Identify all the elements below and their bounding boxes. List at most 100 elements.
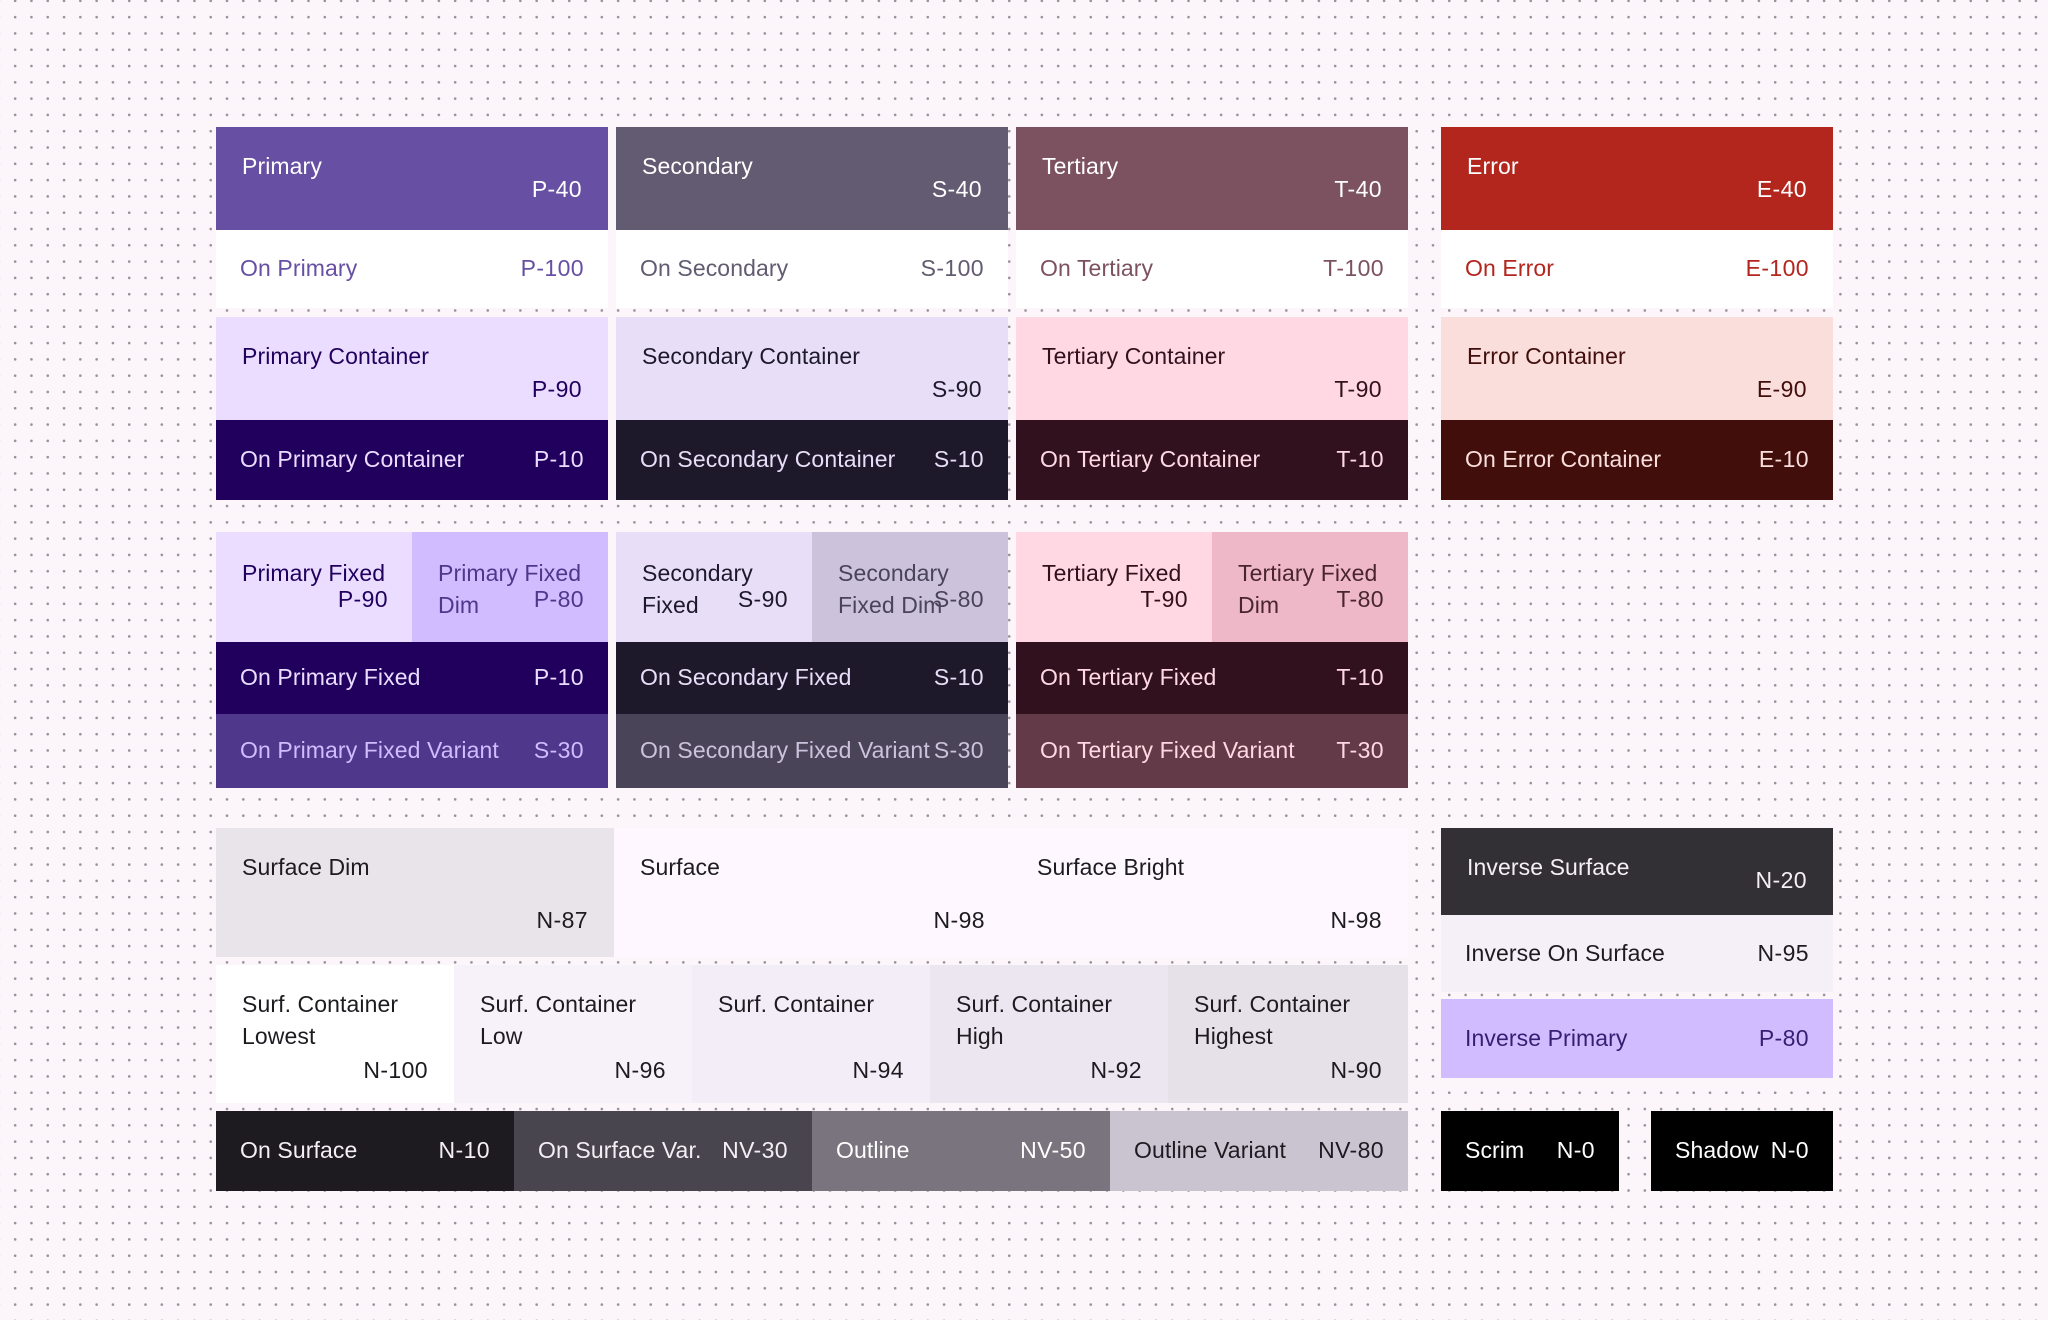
swatch-on-error-container: On Error Container E-10 xyxy=(1441,420,1833,500)
swatch-label: Tertiary xyxy=(1042,153,1119,179)
swatch-inverse-surface: Inverse Surface N-20 xyxy=(1441,828,1833,915)
swatch-shadow: Shadow N-0 xyxy=(1651,1111,1833,1191)
swatch-secondary-container: Secondary Container S-90 xyxy=(616,317,1008,420)
swatch-value: S-30 xyxy=(933,737,984,764)
swatch-label: Inverse Surface xyxy=(1467,854,1630,880)
swatch-label: Surface xyxy=(640,854,720,880)
swatch-value: T-40 xyxy=(1334,176,1382,203)
swatch-value: S-100 xyxy=(920,255,984,282)
swatch-value: S-10 xyxy=(933,664,984,691)
swatch-value: NV-50 xyxy=(1020,1137,1086,1164)
swatch-value: N-0 xyxy=(1556,1137,1595,1164)
swatch-label: Surf. Container Low xyxy=(480,991,637,1049)
swatch-value: T-10 xyxy=(1336,664,1384,691)
swatch-label: Tertiary Fixed Dim xyxy=(1238,560,1378,618)
swatch-label: On Error Container xyxy=(1465,446,1662,473)
swatch-label: Primary Fixed xyxy=(242,560,386,586)
swatch-value: P-80 xyxy=(1758,1024,1809,1051)
swatch-on-tertiary: On Tertiary T-100 xyxy=(1016,230,1408,308)
swatch-label: Secondary xyxy=(642,153,753,179)
swatch-label: On Primary Container xyxy=(240,446,465,473)
swatch-value: P-90 xyxy=(337,586,388,613)
swatch-value: T-10 xyxy=(1336,446,1384,473)
swatch-label: Tertiary Container xyxy=(1042,343,1226,369)
swatch-on-surface: On Surface N-10 xyxy=(216,1111,514,1191)
swatch-secondary-fixed-dim: Secondary Fixed Dim S-80 xyxy=(812,532,1008,642)
swatch-value: S-80 xyxy=(933,586,984,613)
swatch-surface: Surface N-98 xyxy=(614,828,1011,957)
swatch-label: On Tertiary xyxy=(1040,255,1154,282)
swatch-on-tertiary-fixed: On Tertiary Fixed T-10 xyxy=(1016,642,1408,714)
swatch-on-primary: On Primary P-100 xyxy=(216,230,608,308)
swatch-value: S-10 xyxy=(933,446,984,473)
swatch-scrim: Scrim N-0 xyxy=(1441,1111,1619,1191)
swatch-label: Surf. Container High xyxy=(956,991,1113,1049)
swatch-label: Primary Fixed Dim xyxy=(438,560,582,618)
swatch-label: Tertiary Fixed xyxy=(1042,560,1182,586)
swatch-value: E-90 xyxy=(1756,376,1807,403)
swatch-surf-container-lowest: Surf. Container Lowest N-100 xyxy=(216,965,454,1103)
swatch-label: Outline xyxy=(836,1137,910,1164)
swatch-on-tertiary-fixed-variant: On Tertiary Fixed Variant T-30 xyxy=(1016,714,1408,788)
swatch-surface-bright: Surface Bright N-98 xyxy=(1011,828,1408,957)
swatch-on-primary-container: On Primary Container P-10 xyxy=(216,420,608,500)
swatch-label: Error Container xyxy=(1467,343,1626,369)
swatch-surface-dim: Surface Dim N-87 xyxy=(216,828,614,957)
swatch-value: NV-30 xyxy=(722,1137,788,1164)
swatch-value: E-40 xyxy=(1756,176,1807,203)
swatch-value: N-96 xyxy=(614,1057,666,1084)
swatch-value: P-10 xyxy=(533,664,584,691)
swatch-label: On Tertiary Fixed xyxy=(1040,664,1217,691)
swatch-error-container: Error Container E-90 xyxy=(1441,317,1833,420)
swatch-tertiary-container: Tertiary Container T-90 xyxy=(1016,317,1408,420)
swatch-value: T-90 xyxy=(1334,376,1382,403)
swatch-value: T-90 xyxy=(1140,586,1188,613)
swatch-label: Surface Bright xyxy=(1037,854,1185,880)
swatch-value: T-80 xyxy=(1336,586,1384,613)
swatch-value: N-0 xyxy=(1770,1137,1809,1164)
swatch-label: Secondary Fixed Dim xyxy=(838,560,949,618)
swatch-label: Primary xyxy=(242,153,322,179)
swatch-value: S-40 xyxy=(931,176,982,203)
swatch-value: E-10 xyxy=(1758,446,1809,473)
swatch-value: N-95 xyxy=(1757,939,1809,966)
swatch-tertiary: Tertiary T-40 xyxy=(1016,127,1408,230)
swatch-label: Surf. Container Highest xyxy=(1194,991,1351,1049)
swatch-label: On Primary Fixed xyxy=(240,664,421,691)
swatch-on-secondary-container: On Secondary Container S-10 xyxy=(616,420,1008,500)
swatch-tertiary-fixed: Tertiary Fixed T-90 xyxy=(1016,532,1212,642)
swatch-on-primary-fixed-variant: On Primary Fixed Variant S-30 xyxy=(216,714,608,788)
swatch-inverse-primary: Inverse Primary P-80 xyxy=(1441,999,1833,1078)
swatch-value: NV-80 xyxy=(1318,1137,1384,1164)
swatch-value: P-40 xyxy=(531,176,582,203)
swatch-label: Scrim xyxy=(1465,1137,1525,1164)
swatch-label: On Error xyxy=(1465,255,1554,282)
swatch-label: Outline Variant xyxy=(1134,1137,1286,1164)
swatch-primary-container: Primary Container P-90 xyxy=(216,317,608,420)
swatch-on-secondary-fixed: On Secondary Fixed S-10 xyxy=(616,642,1008,714)
swatch-inverse-on-surface: Inverse On Surface N-95 xyxy=(1441,915,1833,992)
swatch-label: Inverse Primary xyxy=(1465,1024,1628,1051)
swatch-value: N-87 xyxy=(536,907,588,934)
swatch-value: N-94 xyxy=(852,1057,904,1084)
swatch-label: On Surface Var. xyxy=(538,1137,702,1164)
swatch-value: S-30 xyxy=(533,737,584,764)
swatch-label: On Secondary Fixed xyxy=(640,664,852,691)
swatch-on-error: On Error E-100 xyxy=(1441,230,1833,308)
swatch-label: On Secondary Fixed Variant xyxy=(640,737,930,764)
swatch-primary: Primary P-40 xyxy=(216,127,608,230)
swatch-value: N-90 xyxy=(1330,1057,1382,1084)
swatch-value: N-20 xyxy=(1755,867,1807,894)
swatch-label: Primary Container xyxy=(242,343,430,369)
swatch-surf-container: Surf. Container N-94 xyxy=(692,965,930,1103)
swatch-value: N-98 xyxy=(933,907,985,934)
swatch-outline-variant: Outline Variant NV-80 xyxy=(1110,1111,1408,1191)
swatch-error: Error E-40 xyxy=(1441,127,1833,230)
swatch-value: S-90 xyxy=(931,376,982,403)
swatch-value: E-100 xyxy=(1745,255,1809,282)
swatch-value: S-90 xyxy=(737,586,788,613)
swatch-secondary: Secondary S-40 xyxy=(616,127,1008,230)
swatch-on-tertiary-container: On Tertiary Container T-10 xyxy=(1016,420,1408,500)
swatch-value: P-100 xyxy=(520,255,584,282)
